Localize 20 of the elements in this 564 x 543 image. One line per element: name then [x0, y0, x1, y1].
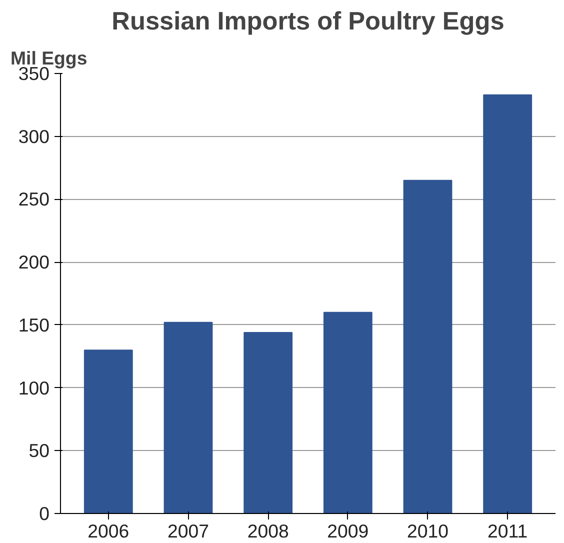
x-tick-label: 2009 [327, 520, 369, 542]
x-tick-label: 2008 [247, 520, 289, 542]
bar [483, 94, 532, 514]
y-tick-label: 50 [28, 440, 50, 462]
x-tick-label: 2010 [407, 520, 449, 542]
y-tick-label: 300 [18, 126, 50, 147]
bar [244, 332, 293, 514]
y-tick-label: 0 [39, 503, 50, 524]
y-tick-label: 150 [18, 314, 50, 336]
chart-title: Russian Imports of Poultry Eggs [112, 8, 504, 36]
bar [403, 180, 452, 514]
y-tick-label: 250 [18, 188, 50, 210]
bar [164, 322, 213, 514]
x-tick-label: 2011 [488, 520, 528, 542]
y-tick-label: 200 [18, 252, 50, 273]
x-tick-label: 2007 [167, 520, 210, 542]
bar [84, 350, 133, 514]
bar [323, 312, 372, 514]
y-tick-label: 100 [18, 377, 50, 398]
x-tick-label: 2006 [88, 520, 130, 542]
